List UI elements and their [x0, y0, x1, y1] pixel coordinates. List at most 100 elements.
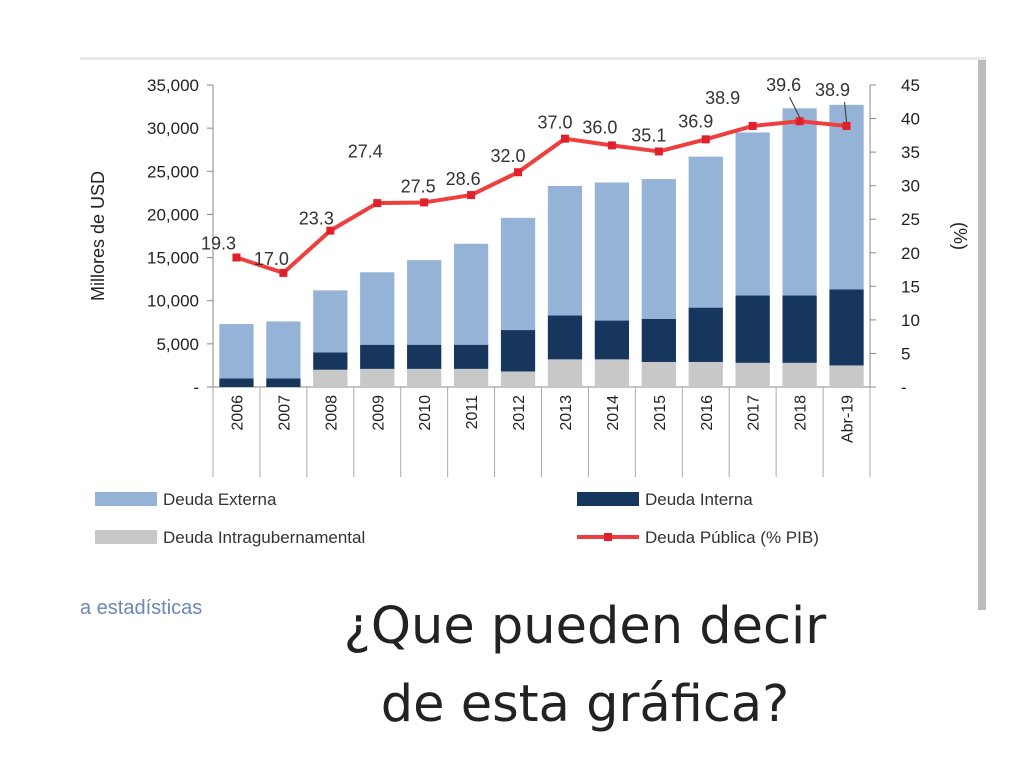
legend-swatch [577, 492, 639, 506]
image-top-edge [80, 57, 986, 60]
y-tick-label: 25,000 [147, 162, 199, 181]
line-data-label: 36.9 [678, 111, 713, 131]
image-right-edge [978, 60, 986, 610]
bar-intragubernamental [782, 362, 817, 387]
bar-interna [735, 295, 770, 363]
y-tick-label: 10,000 [147, 292, 199, 311]
x-tick-label: 2017 [746, 395, 763, 431]
source-note-fragment: a estadísticas [80, 597, 203, 616]
bar-intragubernamental [641, 361, 676, 387]
x-tick-label: 2010 [417, 395, 434, 431]
line-data-label: 37.0 [537, 113, 572, 133]
bar-interna [360, 344, 395, 369]
x-tick-label: 2015 [652, 395, 669, 431]
line-marker [326, 226, 335, 235]
bar-intragubernamental [688, 361, 723, 387]
y2-tick-label: 15 [901, 277, 920, 296]
line-data-label: 35.1 [631, 125, 666, 145]
line-marker [795, 117, 804, 126]
y2-tick-label: 30 [901, 177, 920, 196]
line-data-label: 39.6 [766, 75, 801, 95]
y2-axis-title: (%) [950, 222, 970, 250]
line-marker [467, 191, 476, 200]
bar-intragubernamental [407, 368, 442, 387]
bar-interna [266, 378, 301, 387]
line-data-label: 36.0 [582, 117, 617, 137]
bar-externa [360, 272, 395, 345]
x-tick-label: 2016 [699, 395, 716, 431]
line-data-label: 27.4 [348, 142, 383, 162]
y-axis-title: Millores de USD [88, 171, 108, 301]
bar-interna [594, 320, 630, 360]
line-data-label: 32.0 [491, 146, 526, 166]
legend-label: Deuda Externa [163, 490, 277, 509]
bar-intragubernamental [453, 368, 489, 387]
bar-interna [453, 344, 489, 369]
legend-label: Deuda Interna [645, 490, 753, 509]
bar-externa [266, 321, 301, 379]
x-tick-label: 2012 [511, 395, 528, 431]
y-tick-label: 20,000 [147, 205, 199, 224]
legend-swatch [95, 530, 157, 544]
bar-interna [547, 315, 583, 360]
line-data-label: 17.0 [254, 249, 289, 269]
line-marker [373, 199, 382, 208]
bar-externa [547, 185, 583, 316]
line-marker [420, 198, 429, 207]
legend-swatch [95, 492, 157, 506]
bar-externa [500, 217, 536, 331]
bar-intragubernamental [500, 371, 536, 387]
bar-interna [782, 295, 817, 363]
y2-tick-label: 35 [901, 143, 920, 162]
line-marker [607, 141, 616, 150]
y-tick-label: 5,000 [156, 335, 199, 354]
x-tick-label: 2008 [323, 395, 340, 431]
bar-interna [641, 318, 676, 362]
x-tick-label: 2011 [464, 395, 481, 430]
y2-tick-label: 5 [901, 344, 910, 363]
legend-line-marker [604, 533, 612, 541]
bar-interna [313, 352, 348, 370]
x-tick-label: 2009 [370, 395, 387, 431]
bar-intragubernamental [829, 365, 864, 387]
x-tick-label: Abr-19 [840, 395, 857, 443]
line-data-label: 28.6 [446, 169, 481, 189]
bar-externa [219, 324, 254, 379]
y-tick-label: 30,000 [147, 119, 199, 138]
bar-intragubernamental [594, 359, 630, 387]
question-line-2: de esta gráfica? [380, 675, 790, 734]
bar-externa [782, 108, 817, 296]
y2-tick-label: 25 [901, 210, 920, 229]
bar-externa [688, 156, 723, 308]
bar-externa [453, 243, 489, 345]
x-tick-label: 2014 [605, 395, 622, 431]
bar-interna [829, 289, 864, 366]
line-data-label: 38.9 [815, 80, 850, 100]
line-marker [842, 121, 851, 130]
bar-externa [641, 179, 676, 319]
label-leader-line [789, 97, 801, 118]
bar-interna [500, 330, 536, 372]
bar-externa [735, 132, 770, 296]
y2-tick-label: 20 [901, 244, 920, 263]
line-marker [232, 253, 241, 262]
bar-intragubernamental [735, 362, 770, 387]
legend-label: Deuda Pública (% PIB) [645, 528, 819, 547]
line-marker [514, 168, 523, 177]
bar-interna [219, 378, 254, 387]
slide-question: ¿Que pueden decir de esta gráfica? [200, 588, 970, 744]
label-leader-line [844, 101, 848, 122]
line-data-label: 27.5 [401, 176, 436, 196]
x-tick-label: 2018 [793, 395, 810, 431]
line-marker [560, 134, 569, 143]
line-marker [654, 147, 663, 156]
bar-interna [688, 307, 723, 362]
line-marker [748, 121, 757, 130]
bar-intragubernamental [360, 368, 395, 387]
y-tick-label: - [193, 378, 199, 397]
bar-externa [829, 104, 864, 290]
y2-tick-label: 40 [901, 110, 920, 129]
bar-intragubernamental [547, 359, 583, 387]
line-data-label: 19.3 [201, 233, 236, 253]
